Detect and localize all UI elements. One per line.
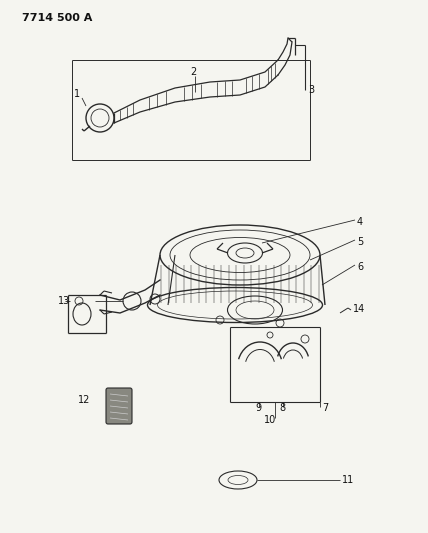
Text: 4: 4 xyxy=(357,217,363,227)
Text: 9: 9 xyxy=(255,403,261,413)
Text: 7714 500 A: 7714 500 A xyxy=(22,13,92,23)
Text: 7: 7 xyxy=(322,403,328,413)
FancyBboxPatch shape xyxy=(106,388,132,424)
Text: 12: 12 xyxy=(77,395,90,405)
Text: 2: 2 xyxy=(190,67,196,77)
Text: 8: 8 xyxy=(279,403,285,413)
Text: 11: 11 xyxy=(342,475,354,485)
Text: 3: 3 xyxy=(308,85,314,95)
Text: 5: 5 xyxy=(357,237,363,247)
Text: 1: 1 xyxy=(74,89,80,99)
Text: 10: 10 xyxy=(264,415,276,425)
Text: 13: 13 xyxy=(58,296,70,306)
Text: 6: 6 xyxy=(357,262,363,272)
Text: 14: 14 xyxy=(353,304,365,314)
